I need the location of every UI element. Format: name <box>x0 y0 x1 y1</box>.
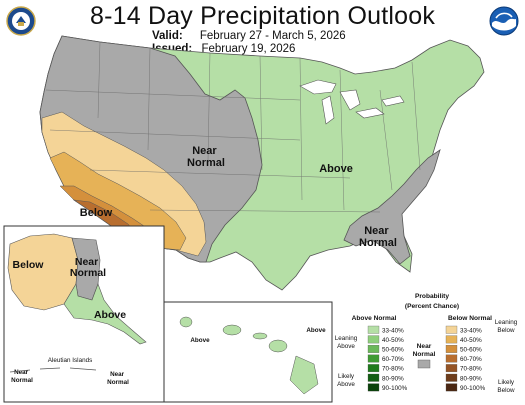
hawaii-island-kauai <box>179 316 193 328</box>
legend-leaning-above-l2: Above <box>337 343 355 350</box>
legend-likely-below-l1: Likely <box>498 379 515 386</box>
valid-dates: February 27 - March 5, 2026 <box>199 30 346 42</box>
hawaii-island-big-island <box>289 355 319 395</box>
label-near-normal-southeast: Near Normal <box>359 225 397 249</box>
legend-near-header-l1: Near <box>417 343 432 350</box>
alaska-inset: Below Near Normal Above Aleutian Islands… <box>3 225 165 403</box>
issued-date: February 19, 2026 <box>201 43 296 55</box>
label-aleutian-near-normal-left: Near Normal <box>11 369 33 384</box>
below-bin-label-6: 90-100% <box>460 385 486 392</box>
legend-above-header: Above Normal <box>352 315 397 322</box>
below-swatch-2 <box>445 345 458 353</box>
legend: Probability (Percent Chance) Above Norma… <box>335 293 518 394</box>
great-lakes <box>299 79 405 125</box>
doc-seal-icon <box>6 6 36 36</box>
above-bin-label-0: 33-40% <box>382 327 404 334</box>
below-bin-label-0: 33-40% <box>460 327 482 334</box>
below-swatch-0 <box>445 325 458 334</box>
legend-near-header-l2: Normal <box>413 351 436 358</box>
alaska-above-region <box>63 283 147 345</box>
legend-title-l2: (Percent Chance) <box>405 303 459 310</box>
above-bin-label-4: 70-80% <box>382 366 404 373</box>
label-aleutian-right-l1: Near <box>110 371 125 378</box>
above-bin-label-3: 60-70% <box>382 356 404 363</box>
below-bin-label-5: 80-90% <box>460 375 482 382</box>
label-aleutian-left-l1: Near <box>14 369 29 376</box>
label-near-normal-southeast-l1: Near <box>364 225 389 237</box>
label-near-normal-west: Near Normal <box>187 145 225 169</box>
below-bin-label-1: 40-50% <box>460 337 482 344</box>
page-title: 8-14 Day Precipitation Outlook <box>89 2 436 30</box>
legend-title-l1: Probability <box>415 293 449 300</box>
label-near-normal-west-l1: Near <box>192 145 217 157</box>
label-hawaii-above-right: Above <box>306 327 326 334</box>
below-swatch-6 <box>445 383 458 392</box>
valid-line: Valid: February 27 - March 5, 2026 <box>152 30 346 42</box>
legend-above-scale: 33-40% 40-50% 50-60% 60-70% 70-80% 80-90% 90-1… <box>367 325 408 392</box>
above-swatch-4 <box>367 364 380 373</box>
label-aleutian-right-l2: Normal <box>107 379 129 386</box>
label-below-conus: Below <box>80 207 113 219</box>
legend-leaning-below-l1: Leaning <box>495 319 518 326</box>
legend-leaning-above-l1: Leaning <box>335 335 358 342</box>
label-hawaii-above-left: Above <box>190 337 210 344</box>
hawaii-island-molokai <box>252 332 268 340</box>
label-aleutian-near-normal-right: Near Normal <box>107 371 129 386</box>
label-near-normal-west-l2: Normal <box>187 157 225 169</box>
label-alaska-below: Below <box>13 259 45 271</box>
legend-likely-above-l1: Likely <box>338 373 355 380</box>
below-bin-label-3: 60-70% <box>460 356 482 363</box>
conus-near-normal-southeast-region <box>343 149 441 265</box>
above-swatch-0 <box>367 325 380 334</box>
above-swatch-3 <box>367 354 380 363</box>
aleutian-chain <box>9 367 97 373</box>
above-swatch-2 <box>367 345 380 353</box>
label-aleutian-islands: Aleutian Islands <box>48 357 92 364</box>
above-bin-label-1: 40-50% <box>382 337 404 344</box>
above-bin-label-5: 80-90% <box>382 375 404 382</box>
label-aleutian-left-l2: Normal <box>11 377 33 384</box>
below-swatch-1 <box>445 335 458 344</box>
noaa-logo-icon <box>489 6 519 36</box>
above-bin-label-6: 90-100% <box>382 385 408 392</box>
above-bin-label-2: 50-60% <box>382 347 404 354</box>
below-swatch-4 <box>445 364 458 373</box>
label-alaska-above: Above <box>94 309 126 321</box>
label-alaska-near-normal-l1: Near <box>75 256 98 268</box>
label-alaska-near-normal-l2: Normal <box>70 267 106 279</box>
hawaii-inset: Above Above <box>163 301 333 403</box>
below-swatch-3 <box>445 354 458 363</box>
below-swatch-5 <box>445 373 458 382</box>
above-swatch-5 <box>367 373 380 382</box>
below-bin-label-2: 50-60% <box>460 347 482 354</box>
label-above-conus: Above <box>319 163 353 175</box>
hawaii-island-oahu <box>222 324 242 336</box>
legend-below-scale: 33-40% 40-50% 50-60% 60-70% 70-80% 80-90% 90-1… <box>445 325 486 392</box>
legend-below-header: Below Normal <box>448 315 492 322</box>
valid-label: Valid: <box>152 30 183 42</box>
above-swatch-1 <box>367 335 380 344</box>
hawaii-island-maui <box>268 339 288 353</box>
label-near-normal-southeast-l2: Normal <box>359 237 397 249</box>
state-borders <box>45 41 421 213</box>
legend-near-swatch <box>417 359 431 369</box>
legend-likely-below-l2: Below <box>497 387 515 394</box>
below-bin-label-4: 70-80% <box>460 366 482 373</box>
legend-leaning-below-l2: Below <box>497 327 515 334</box>
above-swatch-6 <box>367 383 380 392</box>
label-alaska-near-normal: Near Normal <box>70 256 106 279</box>
legend-likely-above-l2: Above <box>337 381 355 388</box>
